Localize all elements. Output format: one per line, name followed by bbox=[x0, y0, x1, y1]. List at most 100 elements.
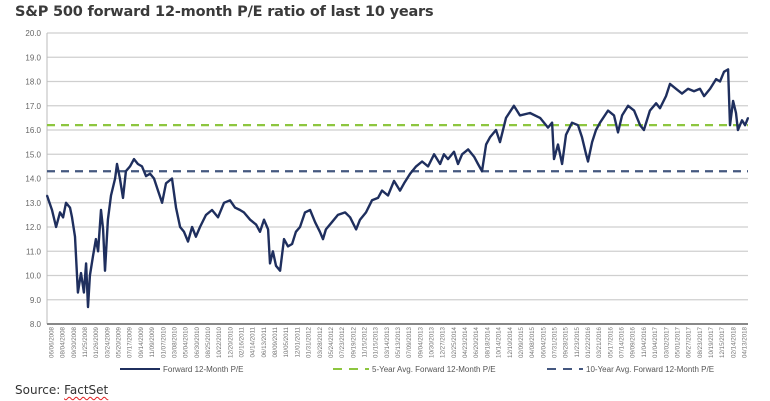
data-point bbox=[325, 228, 327, 231]
data-point bbox=[393, 180, 395, 182]
data-point bbox=[443, 153, 445, 156]
data-point bbox=[481, 170, 483, 173]
data-point bbox=[122, 197, 124, 199]
data-point bbox=[415, 165, 417, 168]
data-point bbox=[617, 131, 619, 134]
data-point bbox=[553, 158, 555, 161]
data-point bbox=[171, 177, 173, 180]
x-tick-label: 03/21/2016 bbox=[596, 326, 603, 358]
data-point bbox=[447, 158, 449, 161]
data-point bbox=[529, 112, 531, 114]
data-point bbox=[715, 78, 717, 80]
x-tick-label: 05/13/2013 bbox=[395, 326, 402, 358]
data-point bbox=[403, 182, 405, 185]
y-tick-label: 13.0 bbox=[25, 199, 41, 208]
data-point bbox=[513, 104, 515, 107]
x-tick-label: 04/23/2014 bbox=[462, 326, 469, 358]
data-point bbox=[693, 90, 695, 93]
x-tick-label: 09/30/2008 bbox=[71, 326, 78, 358]
data-point bbox=[69, 206, 71, 209]
data-point bbox=[74, 235, 76, 238]
x-tick-label: 06/06/2008 bbox=[49, 326, 56, 358]
data-point bbox=[89, 274, 91, 277]
data-point bbox=[287, 245, 289, 248]
data-point bbox=[381, 189, 383, 192]
data-point bbox=[627, 104, 629, 107]
data-point bbox=[322, 238, 324, 241]
data-point bbox=[116, 163, 118, 165]
data-point bbox=[309, 209, 311, 211]
x-tick-label: 02/14/2018 bbox=[730, 326, 737, 358]
x-tick-label: 06/27/2017 bbox=[686, 326, 693, 358]
data-point bbox=[133, 158, 135, 161]
data-point bbox=[51, 209, 53, 211]
x-tick-label: 01/04/2017 bbox=[652, 326, 659, 358]
data-point bbox=[183, 230, 185, 233]
data-point bbox=[709, 87, 711, 90]
data-point bbox=[377, 197, 379, 199]
data-point bbox=[344, 211, 346, 214]
data-point bbox=[729, 124, 731, 127]
data-point bbox=[46, 194, 48, 197]
data-point bbox=[675, 87, 677, 90]
data-point bbox=[291, 243, 293, 245]
x-tick-label: 06/13/2011 bbox=[261, 326, 268, 357]
data-point bbox=[87, 306, 89, 308]
x-tick-label: 09/09/2016 bbox=[630, 326, 637, 358]
x-tick-label: 03/08/2010 bbox=[171, 326, 178, 358]
data-point bbox=[137, 163, 139, 165]
data-point bbox=[114, 177, 116, 180]
legend-label: 10-Year Avg. Forward 12-Month P/E bbox=[586, 365, 714, 374]
data-point bbox=[314, 221, 316, 224]
legend-label: Forward 12-Month P/E bbox=[163, 365, 243, 374]
data-point bbox=[263, 218, 265, 221]
x-tick-label: 01/26/2009 bbox=[93, 326, 100, 358]
data-point bbox=[461, 153, 464, 156]
x-tick-label: 07/23/2012 bbox=[339, 326, 346, 358]
x-tick-label: 11/09/2009 bbox=[149, 326, 156, 357]
data-point bbox=[427, 165, 429, 168]
data-point bbox=[243, 211, 245, 214]
data-point bbox=[737, 129, 739, 131]
y-tick-label: 16.0 bbox=[25, 126, 41, 135]
data-point bbox=[732, 100, 735, 102]
data-point bbox=[665, 95, 667, 97]
data-point bbox=[355, 228, 358, 231]
data-point bbox=[613, 114, 615, 117]
data-point bbox=[161, 201, 163, 204]
x-tick-label: 04/08/2015 bbox=[529, 326, 536, 358]
data-point bbox=[149, 172, 151, 175]
data-point bbox=[703, 95, 705, 97]
x-tick-label: 08/04/2008 bbox=[60, 326, 67, 358]
data-point bbox=[505, 116, 507, 119]
y-tick-label: 17.0 bbox=[25, 102, 41, 111]
data-point bbox=[141, 165, 143, 168]
x-tick-label: 06/20/2014 bbox=[473, 326, 480, 358]
data-point bbox=[283, 238, 285, 241]
data-point bbox=[199, 226, 201, 228]
forward-pe-line bbox=[45, 68, 750, 309]
x-tick-label: 02/25/2014 bbox=[451, 326, 458, 358]
x-tick-label: 11/25/2008 bbox=[82, 326, 89, 357]
x-tick-label: 01/31/2012 bbox=[306, 326, 313, 358]
data-point bbox=[104, 269, 106, 272]
x-tick-label: 03/28/2012 bbox=[317, 326, 324, 358]
data-point bbox=[439, 163, 441, 165]
x-tick-label: 11/23/2015 bbox=[574, 326, 581, 357]
data-point bbox=[581, 136, 583, 139]
x-tick-label: 06/30/2010 bbox=[194, 326, 201, 358]
data-point bbox=[747, 116, 749, 119]
data-point bbox=[80, 272, 82, 274]
data-point bbox=[125, 170, 127, 173]
data-point bbox=[687, 87, 689, 90]
data-point bbox=[699, 87, 701, 90]
data-point bbox=[639, 124, 641, 127]
x-tick-label: 12/20/2010 bbox=[227, 326, 234, 358]
x-tick-label: 12/10/2014 bbox=[507, 326, 514, 358]
data-point bbox=[107, 218, 109, 221]
x-tick-label: 09/19/2012 bbox=[350, 326, 357, 358]
x-tick-label: 10/22/2010 bbox=[216, 326, 223, 358]
data-point bbox=[191, 226, 193, 228]
data-point bbox=[267, 228, 269, 231]
data-point bbox=[304, 211, 306, 214]
